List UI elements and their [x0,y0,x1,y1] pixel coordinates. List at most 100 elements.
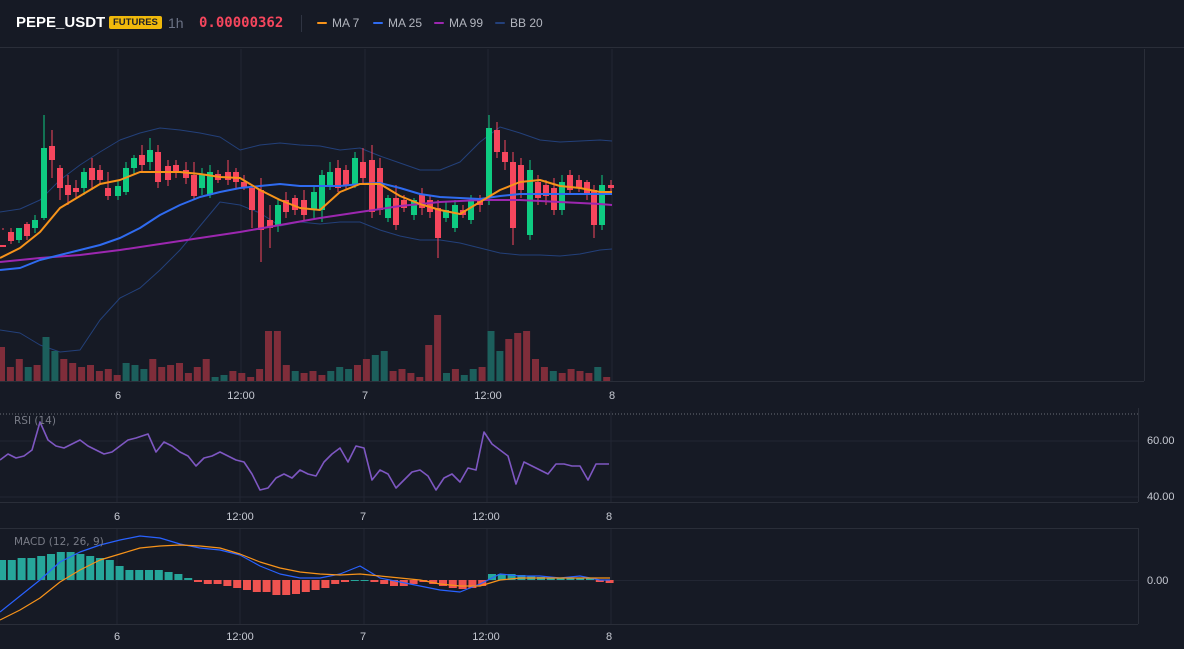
macd-histogram-bar [86,556,95,580]
volume-bar [247,377,255,381]
macd-histogram-bar [448,580,457,588]
macd-histogram-bar [164,572,173,580]
macd-histogram-bar [331,580,340,584]
macd-histogram-bar [341,580,349,582]
xlabel-8: 8 [606,631,612,643]
ma25-swatch [373,22,383,24]
volume-bar [487,331,495,381]
candle-body [207,172,213,195]
macd-histogram-bar [96,558,104,580]
macd-histogram-bar [262,580,271,592]
macd-histogram-bar [429,580,438,584]
candle [249,185,255,228]
xlabel-7: 7 [360,511,366,523]
candle-body [535,182,541,198]
legend-bb20[interactable]: BB 20 [495,16,543,30]
volume-bar [33,365,41,381]
macd-signal-line [0,544,610,621]
candle-body [435,208,441,238]
candle-body [275,205,281,225]
legend-ma7[interactable]: MA 7 [317,16,359,30]
candle-body [65,185,71,195]
rsi-pane[interactable] [0,421,609,491]
volume-bar [603,377,611,381]
macd-label: MACD (12, 26, 9) [14,536,104,548]
candle [377,158,383,215]
legend-ma99-label: MA 99 [449,16,484,30]
candle [283,192,289,218]
candle [89,158,95,190]
macd-pane[interactable] [0,535,614,621]
macd-histogram-bar [390,580,398,586]
candle [8,228,14,244]
volume-bar [6,367,14,381]
candle [199,168,205,195]
candle-body [97,170,103,180]
candle-body [249,188,255,210]
xlabel-6: 6 [115,390,121,402]
timeframe-selector[interactable]: 1h [168,15,184,31]
candle-body [199,175,205,188]
candle-body [183,170,189,178]
macd-histogram-bar [7,560,16,580]
candle-body [24,224,30,236]
candle-body [147,150,153,162]
symbol-name[interactable]: PEPE_USDT [16,14,106,31]
candle [494,122,500,158]
candle [81,168,87,195]
volume-bar [282,365,290,381]
candle-body [267,220,273,228]
xlabel-1200-a: 12:00 [226,631,254,643]
legend-ma25[interactable]: MA 25 [373,16,422,30]
candle-body [89,168,95,180]
candle [301,190,307,220]
bb20-swatch [495,22,505,24]
macd-histogram-bar [76,554,85,580]
volume-bar [416,377,424,381]
grid-lines [0,49,1145,625]
candle-body [73,188,79,192]
volume-bar [532,359,539,381]
volume-bar [0,347,5,381]
volume-bar [576,371,584,381]
macd-histogram-bar [282,580,291,595]
volume-bar [78,367,86,381]
legend-ma99[interactable]: MA 99 [434,16,483,30]
macd-histogram-bar [0,560,6,580]
candle-body [591,190,597,225]
candle-body [360,162,366,178]
candle-body [527,170,533,235]
candle [275,200,281,232]
volume-bar [42,337,50,381]
candle-body [191,175,197,196]
macd-histogram-bar [17,558,26,580]
candle-body [173,165,179,172]
macd-histogram-bar [488,574,496,580]
xlabel-6: 6 [114,511,120,523]
rsi-tick-60: 60.00 [1147,435,1175,447]
macd-histogram-bar [321,580,330,588]
last-price: 0.00000362 [199,15,284,31]
candle [57,165,63,200]
macd-histogram-bar [272,580,281,595]
macd-histogram-bar [174,574,183,580]
volume-bar [265,331,272,381]
x-axis-main: 6 12:00 7 12:00 8 [115,390,615,402]
macd-histogram-bar [546,578,555,580]
candle-body [377,168,383,210]
candle [599,175,605,230]
candle-body [131,158,137,168]
xlabel-1200-b: 12:00 [472,631,500,643]
candle-body [352,158,358,185]
volume-bar [540,367,548,381]
volume-bar [478,367,486,381]
legend-ma7-label: MA 7 [332,16,360,30]
rsi-label: RSI (14) [14,415,56,427]
volume-bar [318,375,326,381]
volume-bar [104,369,112,381]
volume-bar [434,315,442,381]
macd-histogram-bar [497,574,506,580]
macd-histogram-bar [301,580,310,592]
volume-bar [505,339,513,381]
